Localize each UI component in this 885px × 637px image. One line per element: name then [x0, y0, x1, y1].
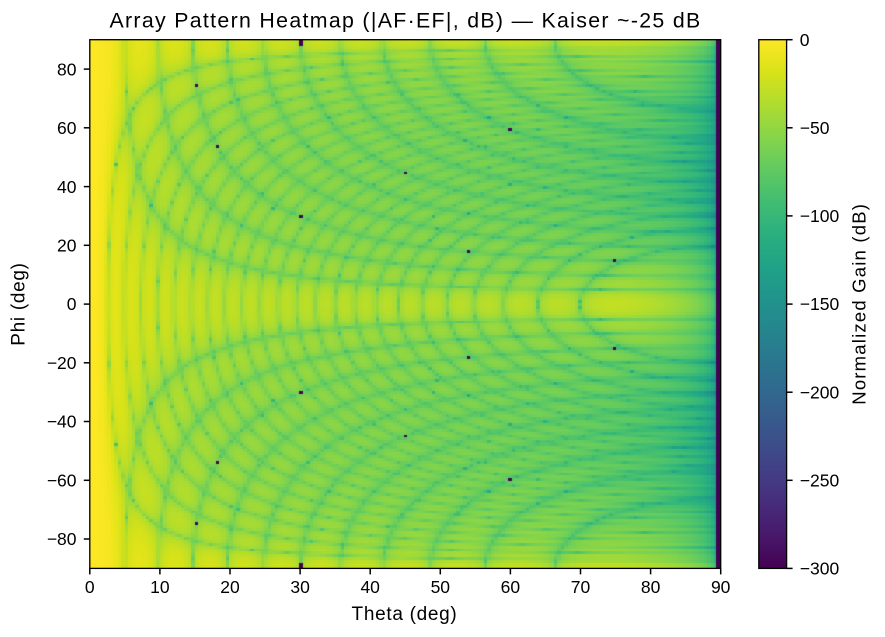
- svg-text:Normalized Gain (dB): Normalized Gain (dB): [848, 203, 869, 405]
- svg-text:50: 50: [431, 577, 451, 597]
- svg-text:0: 0: [85, 577, 95, 597]
- svg-text:−40: −40: [47, 412, 77, 432]
- svg-text:Array Pattern Heatmap (|AF·EF|: Array Pattern Heatmap (|AF·EF|, dB) — Ka…: [109, 9, 701, 33]
- svg-text:Phi (deg): Phi (deg): [8, 262, 29, 345]
- svg-text:60: 60: [57, 118, 77, 138]
- svg-text:−80: −80: [47, 529, 77, 549]
- svg-text:−200: −200: [800, 382, 840, 402]
- svg-text:60: 60: [501, 577, 521, 597]
- svg-text:30: 30: [290, 577, 310, 597]
- svg-text:−150: −150: [800, 294, 840, 314]
- svg-text:20: 20: [57, 236, 77, 256]
- svg-text:10: 10: [150, 577, 170, 597]
- svg-text:80: 80: [57, 59, 77, 79]
- svg-text:Theta (deg): Theta (deg): [352, 604, 458, 625]
- svg-text:−250: −250: [800, 471, 840, 491]
- svg-text:−100: −100: [800, 206, 840, 226]
- svg-text:90: 90: [711, 577, 731, 597]
- svg-text:80: 80: [641, 577, 661, 597]
- svg-text:−20: −20: [47, 353, 77, 373]
- svg-text:0: 0: [67, 294, 77, 314]
- svg-text:70: 70: [571, 577, 591, 597]
- svg-text:−300: −300: [800, 559, 840, 579]
- svg-text:0: 0: [800, 30, 810, 50]
- svg-text:−60: −60: [47, 471, 77, 491]
- svg-text:40: 40: [57, 177, 77, 197]
- svg-text:20: 20: [220, 577, 240, 597]
- svg-text:40: 40: [360, 577, 380, 597]
- svg-text:−50: −50: [800, 118, 830, 138]
